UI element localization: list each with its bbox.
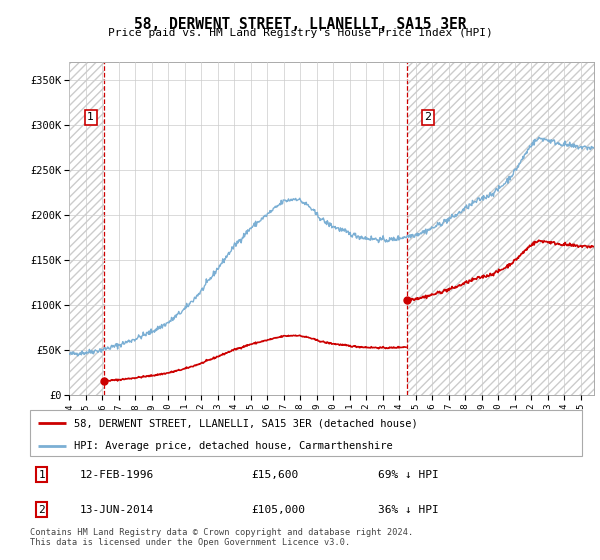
Text: 1: 1: [87, 113, 94, 123]
Bar: [407, 62, 594, 395]
Text: 58, DERWENT STREET, LLANELLI, SA15 3ER: 58, DERWENT STREET, LLANELLI, SA15 3ER: [134, 17, 466, 32]
Text: 13-JUN-2014: 13-JUN-2014: [80, 505, 154, 515]
FancyBboxPatch shape: [30, 410, 582, 456]
Text: Contains HM Land Registry data © Crown copyright and database right 2024.
This d: Contains HM Land Registry data © Crown c…: [30, 528, 413, 547]
Text: 69% ↓ HPI: 69% ↓ HPI: [378, 470, 439, 480]
Text: 58, DERWENT STREET, LLANELLI, SA15 3ER (detached house): 58, DERWENT STREET, LLANELLI, SA15 3ER (…: [74, 418, 418, 428]
Text: 2: 2: [38, 505, 45, 515]
Text: 2: 2: [425, 113, 431, 123]
Text: 12-FEB-1996: 12-FEB-1996: [80, 470, 154, 480]
Text: Price paid vs. HM Land Registry's House Price Index (HPI): Price paid vs. HM Land Registry's House …: [107, 28, 493, 38]
Text: 1: 1: [38, 470, 45, 480]
Bar: [104, 62, 407, 395]
Text: £15,600: £15,600: [251, 470, 298, 480]
Text: 36% ↓ HPI: 36% ↓ HPI: [378, 505, 439, 515]
Text: £105,000: £105,000: [251, 505, 305, 515]
Bar: [69, 62, 104, 395]
Text: HPI: Average price, detached house, Carmarthenshire: HPI: Average price, detached house, Carm…: [74, 441, 393, 451]
